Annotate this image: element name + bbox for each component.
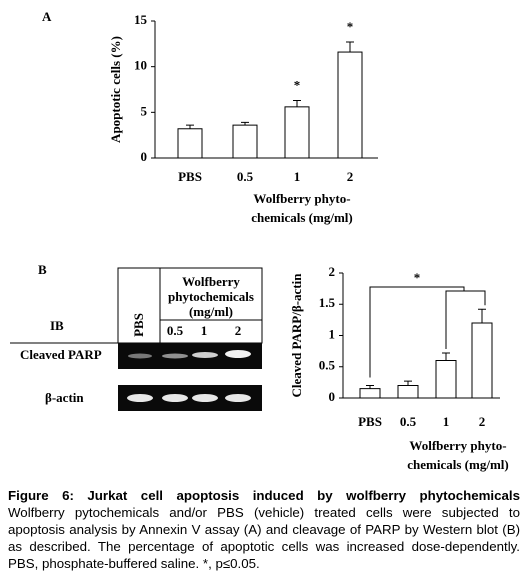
caption-body: Wolfberry pytochemicals and/or PBS (vehi… [8,505,520,571]
row-label: β-actin [45,390,84,405]
bar [397,385,419,399]
y-axis-label: Cleaved PARP/β-actin [289,273,304,398]
y-tick-label: 1.5 [319,295,336,310]
y-axis-label: Apoptotic cells (%) [108,36,123,143]
figure: B IB PBS Wolfberry phytochemicals (mg/ml… [10,9,509,472]
significance-bracket [369,286,486,378]
x-axis-label: chemicals (mg/ml) [407,457,508,472]
bar [284,106,310,159]
x-tick-label: PBS [358,414,382,429]
band [128,353,152,359]
significance-label: * [414,270,421,285]
bar [471,322,493,399]
band [162,394,188,402]
error-bar [346,41,354,53]
treatment-label: (mg/ml) [189,304,233,319]
treatment-label: Wolfberry [182,274,240,289]
error-bar [404,380,412,386]
y-tick-label: 0 [141,149,148,164]
y-tick-label: 2 [329,264,336,279]
x-tick-label: 1 [443,414,450,429]
error-bar [442,352,450,361]
dose-label: 1 [201,323,208,338]
bar [232,124,258,159]
band [127,394,153,402]
band [192,352,218,358]
band [225,350,251,358]
y-tick-label: 10 [134,58,147,73]
y-tick-label: 0 [329,389,336,404]
band [162,353,188,359]
bar [435,360,457,399]
control-label: PBS [131,313,146,337]
dose-label: 2 [235,323,242,338]
band [192,394,218,402]
error-bar [293,99,301,107]
x-tick-label: 0.5 [237,169,254,184]
error-bar [186,124,194,129]
band [225,394,251,402]
bar [337,51,363,159]
x-tick-label: 2 [347,169,354,184]
ib-label: IB [50,318,64,333]
y-tick-label: 15 [134,12,148,27]
x-tick-label: 1 [294,169,301,184]
error-bar [241,121,249,126]
caption-title: Figure 6: Jurkat cell apoptosis induced … [8,488,520,503]
panel-label: B [38,262,47,277]
y-tick-label: 5 [141,103,148,118]
x-tick-label: 0.5 [400,414,417,429]
error-bar [478,308,486,323]
treatment-label: phytochemicals [168,289,254,304]
error-bar [366,385,374,389]
bar [359,388,381,399]
bar [177,128,203,159]
x-tick-label: PBS [178,169,202,184]
row-label: Cleaved PARP [20,347,102,362]
x-axis-label: Wolfberry phyto- [253,191,350,206]
x-tick-label: 2 [479,414,486,429]
x-axis-label: Wolfberry phyto- [409,438,506,453]
caption: Figure 6: Jurkat cell apoptosis induced … [8,487,520,572]
y-tick-label: 0.5 [319,358,336,373]
dose-label: 0.5 [167,323,184,338]
x-axis-label: chemicals (mg/ml) [251,210,352,225]
significance-label: * [347,19,354,34]
y-tick-label: 1 [329,326,336,341]
significance-label: * [294,77,301,92]
panel-label: A [42,9,52,24]
